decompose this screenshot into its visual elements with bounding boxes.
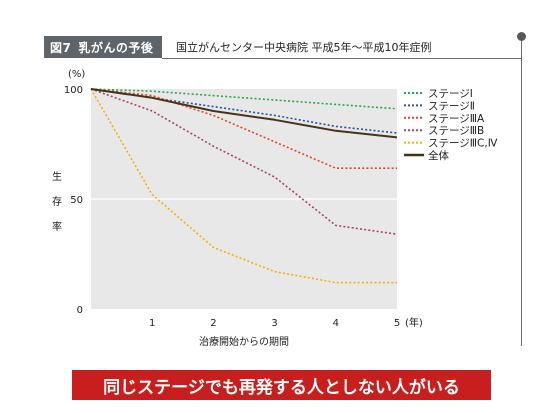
x-tick-label: 5: [394, 318, 400, 329]
figure-source: 国立がんセンター中央病院 平成5年〜平成10年症例: [176, 41, 432, 54]
y-axis-label: 生存率: [52, 170, 62, 233]
legend-label: ステージⅡ: [428, 100, 475, 112]
legend-label: ステージⅢA: [428, 113, 485, 125]
header-rule: [162, 58, 522, 59]
x-axis-unit: (年): [405, 316, 423, 329]
x-tick-label: 4: [333, 318, 339, 329]
takeaway-banner: 同じステージでも再発する人としない人がいる: [72, 370, 491, 400]
series-line-3: [90, 88, 397, 169]
x-tick-label: 2: [210, 318, 216, 329]
y-tick-label: 100: [64, 85, 83, 96]
figure-label: 図7 乳がんの予後: [44, 36, 162, 58]
legend-label: ステージⅠ: [428, 88, 473, 100]
series-line-6: [90, 88, 398, 139]
y-label-char: 率: [52, 220, 62, 233]
y-label-char: 存: [52, 195, 62, 208]
legend-label: 全体: [428, 149, 449, 162]
frame-rule: [521, 36, 522, 346]
frame-dot: [517, 32, 526, 41]
series-line-5: [90, 88, 397, 284]
series-line-1: [90, 88, 398, 110]
legend-label: ステージⅢB: [428, 125, 484, 137]
y-tick-label: 50: [70, 195, 83, 206]
x-tick-label: 1: [149, 318, 155, 329]
y-tick-label: 0: [77, 305, 83, 316]
y-axis-unit: (%): [68, 69, 85, 80]
x-tick-label: 3: [271, 318, 277, 329]
x-axis-label: 治療開始からの期間: [199, 335, 289, 348]
series-line-4: [90, 88, 398, 235]
figure-title: 乳がんの予後: [78, 40, 154, 55]
legend-label: ステージⅢC,Ⅳ: [428, 138, 498, 150]
y-label-char: 生: [52, 170, 62, 183]
figure-number: 図7: [50, 40, 72, 55]
